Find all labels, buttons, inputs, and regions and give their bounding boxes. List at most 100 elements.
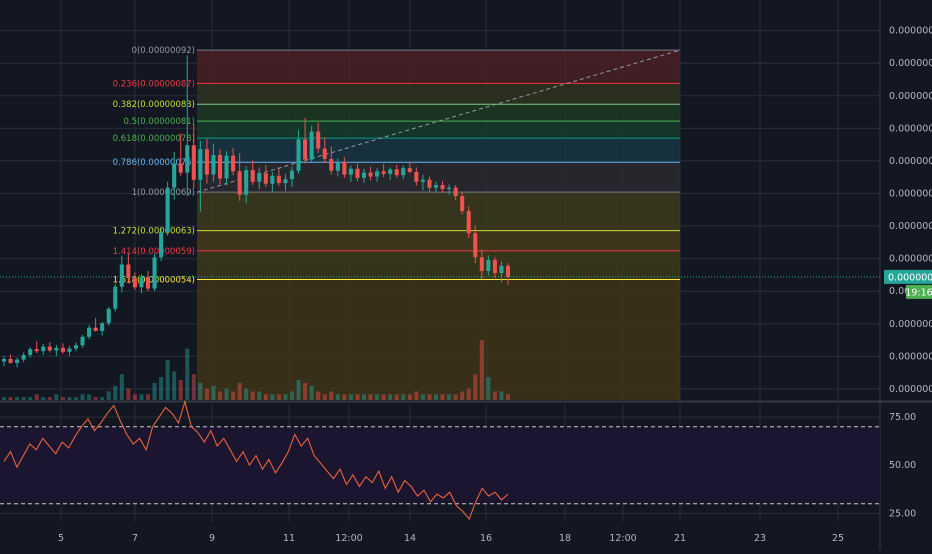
candle-body [433, 185, 439, 188]
candle-body [453, 187, 458, 197]
candle-body [8, 358, 13, 363]
candle-body [283, 179, 288, 184]
fib-zone [197, 162, 680, 193]
rsi-band-fill [0, 426, 880, 504]
volume-bar [427, 394, 432, 400]
candle-body [473, 233, 478, 258]
candle-body [204, 149, 209, 175]
fib-zone [197, 192, 680, 231]
candle-body [100, 323, 105, 331]
candle-body [289, 170, 295, 180]
candle-body [316, 131, 321, 149]
candle-body [28, 349, 33, 356]
volume-bar [486, 377, 491, 400]
fib-zone [197, 279, 680, 400]
candle-body [132, 278, 137, 288]
time-tick-label: 9 [209, 533, 215, 544]
candle-body [361, 172, 367, 178]
candle-body [126, 264, 131, 279]
candle-body [420, 179, 425, 182]
volume-bar [21, 397, 26, 400]
candle-body [237, 171, 242, 195]
volume-bar [381, 394, 386, 400]
time-tick-label: 11 [283, 533, 295, 544]
candle-body [159, 231, 164, 258]
candle-body [322, 148, 327, 159]
candle-body [244, 170, 249, 195]
volume-bar [309, 385, 314, 400]
price-tick-label: 0.00000050 [889, 319, 932, 330]
time-axis[interactable]: 5 7 9 11 12:00 14 16 18 12:00 21 23 25 [58, 533, 844, 544]
price-tick-label: 0.00000085 [889, 91, 932, 102]
candle-body [191, 145, 196, 180]
volume-bar [348, 394, 353, 400]
volume-bar [276, 394, 281, 400]
volume-bar [139, 394, 144, 400]
candle-body [224, 155, 229, 179]
candle-body [414, 171, 419, 182]
fibonacci-retracement[interactable]: 0(0.00000092) 0.236(0.00000087) 0.382(0.00… [113, 46, 681, 400]
candle-body [21, 355, 26, 360]
volume-bar [440, 394, 445, 400]
candle-body [270, 175, 275, 184]
volume-bar [165, 360, 170, 400]
candle-body [296, 139, 301, 171]
price-tags: 0.00000057 19:16 [0, 269, 932, 299]
fib-zone [197, 50, 680, 84]
rsi-tick-label: 25.00 [889, 508, 916, 519]
fib-level-label: 0.786(0.00000075) [113, 158, 195, 168]
candle-body [1, 358, 7, 362]
candle-body [73, 345, 79, 349]
candle-body [505, 265, 511, 277]
volume-bar [355, 394, 360, 400]
candle-body [152, 257, 157, 289]
volume-bar [499, 391, 504, 400]
volume-bar [185, 348, 190, 400]
fib-zone [197, 121, 680, 139]
volume-bar [375, 394, 380, 400]
candle-body [80, 336, 85, 346]
volume-bar [473, 374, 478, 400]
candle-body [211, 155, 216, 175]
fib-level-label: 0(0.00000092) [132, 46, 195, 56]
rsi-tick-label: 75.00 [889, 412, 916, 423]
candle-body [309, 131, 314, 160]
volume-bars [1, 340, 511, 400]
volume-bar [296, 380, 301, 400]
price-tick-label: 0.00000075 [889, 156, 932, 167]
time-tick-label: 23 [754, 533, 766, 544]
time-tick-label: 5 [58, 533, 64, 544]
volume-bar [41, 397, 46, 400]
volume-bar [152, 382, 157, 400]
volume-bar [453, 394, 458, 400]
price-tick-label: 0.00000045 [889, 351, 932, 362]
candle-body [178, 163, 183, 173]
volume-bar [270, 394, 275, 400]
time-tick-label: 18 [559, 533, 571, 544]
volume-bar [145, 394, 151, 400]
volume-bar [126, 388, 131, 400]
candle-body [492, 259, 497, 273]
candle-body [139, 276, 144, 288]
candle-body [329, 158, 334, 171]
candle-body [119, 264, 124, 287]
volume-bar [368, 394, 373, 400]
volume-bar [303, 382, 308, 400]
volume-bar [8, 397, 13, 400]
time-tick-label: 21 [674, 533, 686, 544]
volume-bar [67, 397, 72, 400]
volume-bar [394, 394, 399, 400]
rsi-pane [0, 399, 880, 521]
candle-body [165, 187, 170, 232]
volume-bar [1, 397, 7, 400]
volume-bar [113, 385, 118, 400]
volume-bar [263, 394, 268, 400]
candle-body [172, 163, 177, 188]
volume-bar [60, 397, 65, 400]
time-tick-label: 12:00 [609, 533, 636, 544]
volume-bar [433, 394, 439, 400]
time-tick-label: 7 [132, 533, 138, 544]
volume-bar [159, 377, 164, 400]
